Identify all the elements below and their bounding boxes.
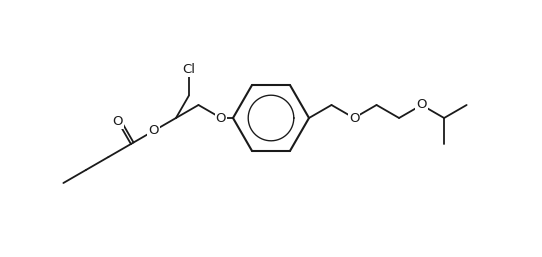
Text: O: O [416, 98, 427, 112]
Text: Cl: Cl [183, 63, 196, 76]
Text: O: O [216, 112, 226, 124]
Text: O: O [349, 112, 359, 124]
Text: O: O [148, 124, 159, 137]
Text: O: O [113, 115, 123, 128]
